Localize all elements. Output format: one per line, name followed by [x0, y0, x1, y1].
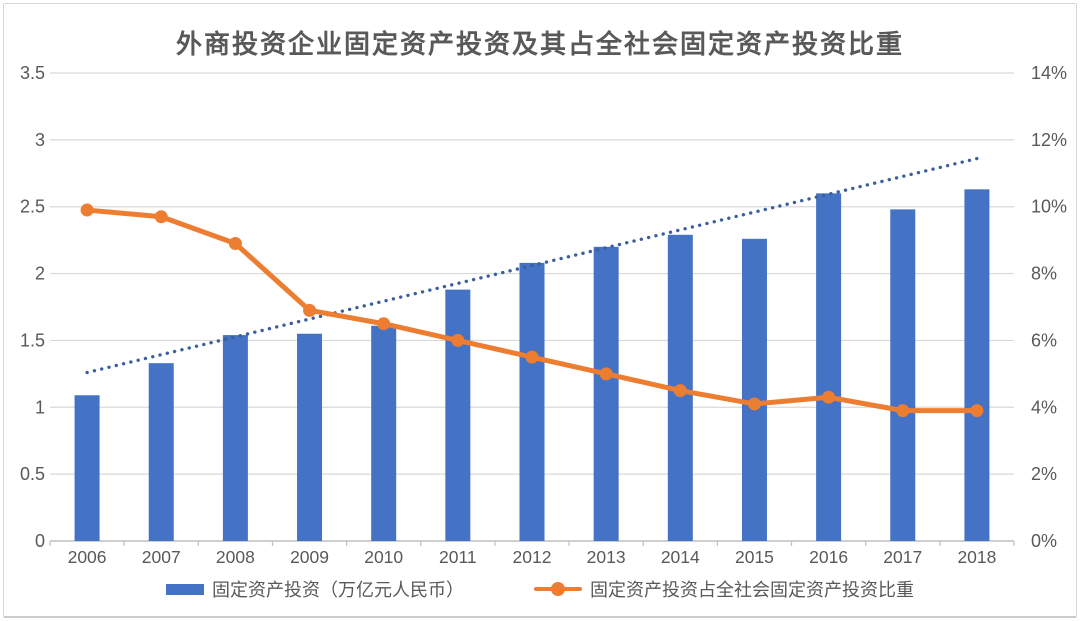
left-axis-tick-label: 1: [35, 397, 45, 417]
right-axis-tick-label: 12%: [1031, 130, 1067, 150]
x-axis-year-label: 2015: [735, 547, 774, 567]
bar-2017: [890, 209, 916, 542]
bar-2015: [741, 238, 767, 541]
left-axis-tick-label: 0: [35, 531, 45, 551]
chart-plot-area: 0 0.5 1 1.5 2 2.5 3 3.5 0% 2% 4% 6% 8% 10% 12% 14% 2006 2…: [20, 63, 1067, 567]
x-axis-year-label: 2009: [290, 547, 329, 567]
line-marker-2009: [303, 303, 317, 317]
x-axis-year-label: 2014: [661, 547, 700, 567]
x-axis-year-label: 2008: [216, 547, 255, 567]
bar-2012: [519, 262, 545, 541]
line-marker-2017: [896, 404, 910, 418]
line-marker-2015: [747, 397, 761, 411]
bar-2009: [297, 333, 323, 541]
legend-label-bar-series: 固定资产投资（万亿元人民币）: [212, 580, 464, 600]
chart-legend: 固定资产投资（万亿元人民币） 固定资产投资占全社会固定资产投资比重: [4, 576, 1076, 602]
right-axis-tick-label: 4%: [1031, 397, 1057, 417]
chart-card: 外商投资企业固定资产投资及其占全社会固定资产投资比重 0 0.5 1 1.5 2 2.5 3…: [3, 3, 1077, 618]
right-axis-tick-label: 10%: [1031, 197, 1067, 217]
right-axis-tick-label: 0%: [1031, 531, 1057, 551]
x-axis-year-label: 2006: [68, 547, 107, 567]
x-axis-year-label: 2010: [364, 547, 403, 567]
left-axis-tick-label: 3.5: [20, 63, 45, 83]
line-marker-2010: [377, 317, 391, 331]
bar-2016: [816, 193, 842, 542]
legend-label-line-series: 固定资产投资占全社会固定资产投资比重: [590, 580, 914, 600]
line-series-swatch-icon: [534, 582, 582, 596]
bar-2011: [445, 289, 471, 541]
line-marker-2008: [228, 236, 242, 250]
right-axis-tick-label: 14%: [1031, 63, 1067, 83]
chart-title: 外商投资企业固定资产投资及其占全社会固定资产投资比重: [175, 29, 904, 59]
left-axis-tick-label: 0.5: [20, 464, 45, 484]
x-axis-year-label: 2017: [883, 547, 922, 567]
line-marker-2006: [80, 203, 94, 217]
right-axis-tick-label: 2%: [1031, 464, 1057, 484]
x-axis-year-label: 2013: [587, 547, 626, 567]
x-axis-year-label: 2007: [142, 547, 181, 567]
line-marker-2018: [970, 404, 984, 418]
left-axis-tick-label: 3: [35, 130, 45, 150]
bar-2006: [74, 395, 100, 541]
line-marker-2007: [154, 210, 168, 224]
legend-item-bar-series: 固定资产投资（万亿元人民币）: [166, 576, 464, 602]
x-axis-year-label: 2011: [439, 547, 477, 567]
line-marker-2011: [451, 333, 465, 347]
x-axis-year-label: 2018: [957, 547, 996, 567]
left-axis-tick-label: 2: [35, 264, 45, 284]
line-marker-2016: [822, 390, 836, 404]
right-axis-tick-label: 6%: [1031, 330, 1057, 350]
x-axis-year-label: 2012: [513, 547, 552, 567]
left-axis-tick-label: 2.5: [20, 197, 45, 217]
left-axis-tick-label: 1.5: [20, 330, 45, 350]
legend-item-line-series: 固定资产投资占全社会固定资产投资比重: [534, 576, 914, 602]
bar-2018: [964, 189, 990, 541]
bar-series-swatch-icon: [166, 583, 204, 595]
line-marker-2012: [525, 350, 539, 364]
bar-2007: [148, 363, 174, 541]
bar-2013: [593, 246, 619, 542]
bar-2008: [222, 335, 248, 541]
x-axis-year-label: 2016: [809, 547, 848, 567]
line-marker-2014: [673, 384, 687, 398]
line-marker-2013: [599, 367, 613, 381]
bar-2010: [371, 325, 397, 541]
trendline-dotted: [85, 156, 979, 375]
right-axis-tick-label: 8%: [1031, 264, 1057, 284]
